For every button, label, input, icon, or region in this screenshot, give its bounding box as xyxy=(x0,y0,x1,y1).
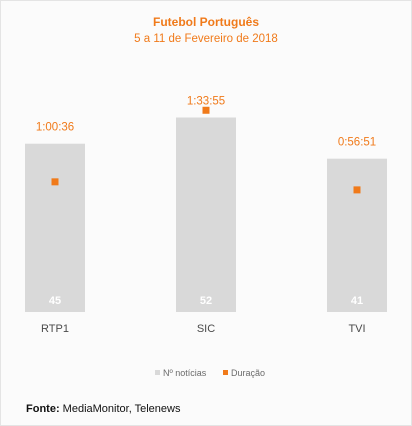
bars-group: 45 1:00:36 RTP1 52 1:33:55 SIC 41 0:56:51 TVI xyxy=(25,96,387,335)
source-label: Fonte: xyxy=(26,403,60,415)
chart-title: Futebol Português xyxy=(153,15,259,29)
bar-rtp1 xyxy=(25,143,85,312)
source-text: MediaMonitor, Telenews xyxy=(62,403,181,415)
duration-marker-tvi xyxy=(353,186,361,194)
duration-label: 1:00:36 xyxy=(36,122,74,134)
bar-value-label: 45 xyxy=(49,295,61,307)
legend-label-noticias: Nº notícias xyxy=(163,368,207,378)
duration-label: 0:56:51 xyxy=(338,137,376,149)
bar-value-label: 41 xyxy=(351,295,363,307)
chart-subtitle: 5 a 11 de Fevereiro de 2018 xyxy=(134,33,278,45)
bar-tvi xyxy=(327,158,387,312)
duration-marker-sic xyxy=(202,106,210,114)
bar-value-label: 52 xyxy=(200,295,212,307)
category-label: SIC xyxy=(197,323,215,335)
legend-label-duracao: Duração xyxy=(231,368,265,378)
category-label: RTP1 xyxy=(41,323,69,335)
bar-sic xyxy=(176,117,236,313)
source-note: Fonte: MediaMonitor, Telenews xyxy=(26,403,180,415)
legend: Nº notícias Duração xyxy=(155,368,265,378)
legend-swatch-duracao xyxy=(223,370,228,375)
duration-label: 1:33:55 xyxy=(187,96,225,108)
legend-swatch-noticias xyxy=(155,370,160,375)
duration-marker-rtp1 xyxy=(51,178,59,186)
category-label: TVI xyxy=(348,323,365,335)
